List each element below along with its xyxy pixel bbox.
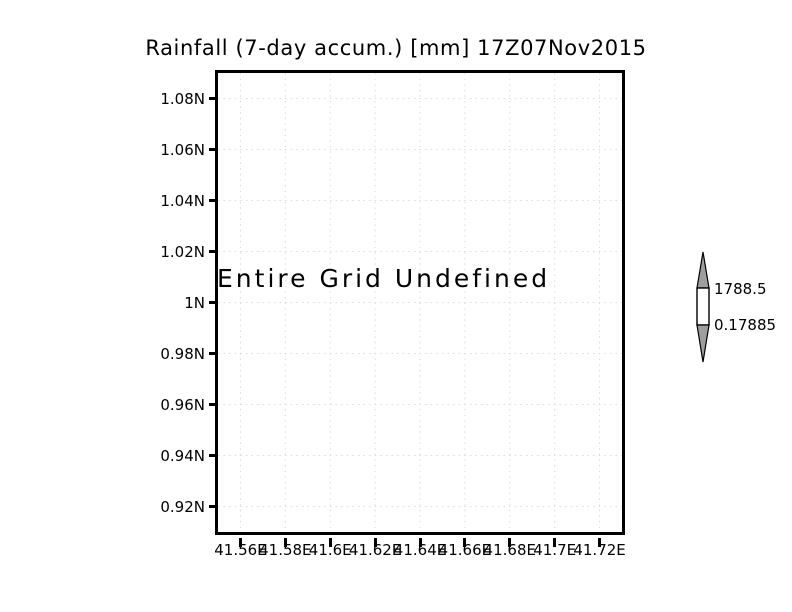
- y-tick-label: 1.02N: [160, 242, 205, 261]
- grid-undefined-message: Entire Grid Undefined: [217, 264, 551, 293]
- colorbar-min-label: 0.17885: [714, 316, 777, 334]
- x-tick-mark: [373, 538, 377, 547]
- y-tick-label: 0.94N: [160, 446, 205, 465]
- y-tick-mark: [209, 454, 218, 457]
- x-tick-label: 41.66E: [438, 541, 492, 559]
- x-tick-label: 41.64E: [393, 541, 447, 559]
- y-axis-labels: 1.08N 1.06N 1.04N 1.02N 1N 0.98N 0.96N 0.94N 0.9…: [0, 70, 205, 535]
- colorbar-arrow-up-icon: [696, 251, 710, 289]
- x-tick-label: 41.72E: [573, 541, 626, 559]
- y-tick-mark: [209, 505, 218, 508]
- x-tick-label: 41.7E: [533, 541, 577, 559]
- y-tick-mark: [209, 148, 218, 151]
- colorbar-swatch: [696, 287, 710, 326]
- y-tick-label: 1.08N: [160, 89, 205, 108]
- y-tick-mark: [209, 250, 218, 253]
- y-tick-label: 0.96N: [160, 395, 205, 414]
- y-tick-label: 1.06N: [160, 140, 205, 159]
- x-tick-mark: [508, 538, 512, 547]
- colorbar: [690, 250, 716, 364]
- y-tick-mark: [209, 199, 218, 202]
- colorbar-labels: 1788.5 0.17885: [714, 250, 792, 364]
- x-tick-mark: [238, 538, 242, 547]
- x-tick-mark: [553, 538, 557, 547]
- x-tick-mark: [283, 538, 287, 547]
- y-tick-label: 0.98N: [160, 344, 205, 363]
- x-tick-mark: [328, 538, 332, 547]
- grid-lines: [218, 73, 622, 532]
- page-title: Rainfall (7-day accum.) [mm] 17Z07Nov201…: [145, 36, 647, 60]
- y-tick-mark: [209, 403, 218, 406]
- x-tick-mark: [418, 538, 422, 547]
- y-tick-label: 1N: [184, 293, 205, 312]
- x-tick-label: 41.56E: [214, 541, 267, 559]
- x-tick-label: 41.62E: [348, 541, 402, 559]
- plot-area: [209, 70, 625, 547]
- x-tick-mark: [598, 538, 602, 547]
- x-tick-mark: [463, 538, 467, 547]
- y-tick-mark: [209, 301, 218, 304]
- y-tick-mark: [209, 352, 218, 355]
- y-tick-label: 0.92N: [160, 497, 205, 516]
- x-tick-label: 41.6E: [308, 541, 352, 559]
- y-tick-label: 1.04N: [160, 191, 205, 210]
- x-tick-label: 41.68E: [483, 541, 536, 559]
- x-tick-label: 41.58E: [259, 541, 312, 559]
- colorbar-arrow-down-icon: [696, 324, 710, 363]
- y-tick-mark: [209, 97, 218, 100]
- colorbar-max-label: 1788.5: [714, 280, 767, 298]
- x-axis-labels: 41.56E 41.58E 41.6E 41.62E 41.64E 41.66E 41.68…: [214, 541, 626, 563]
